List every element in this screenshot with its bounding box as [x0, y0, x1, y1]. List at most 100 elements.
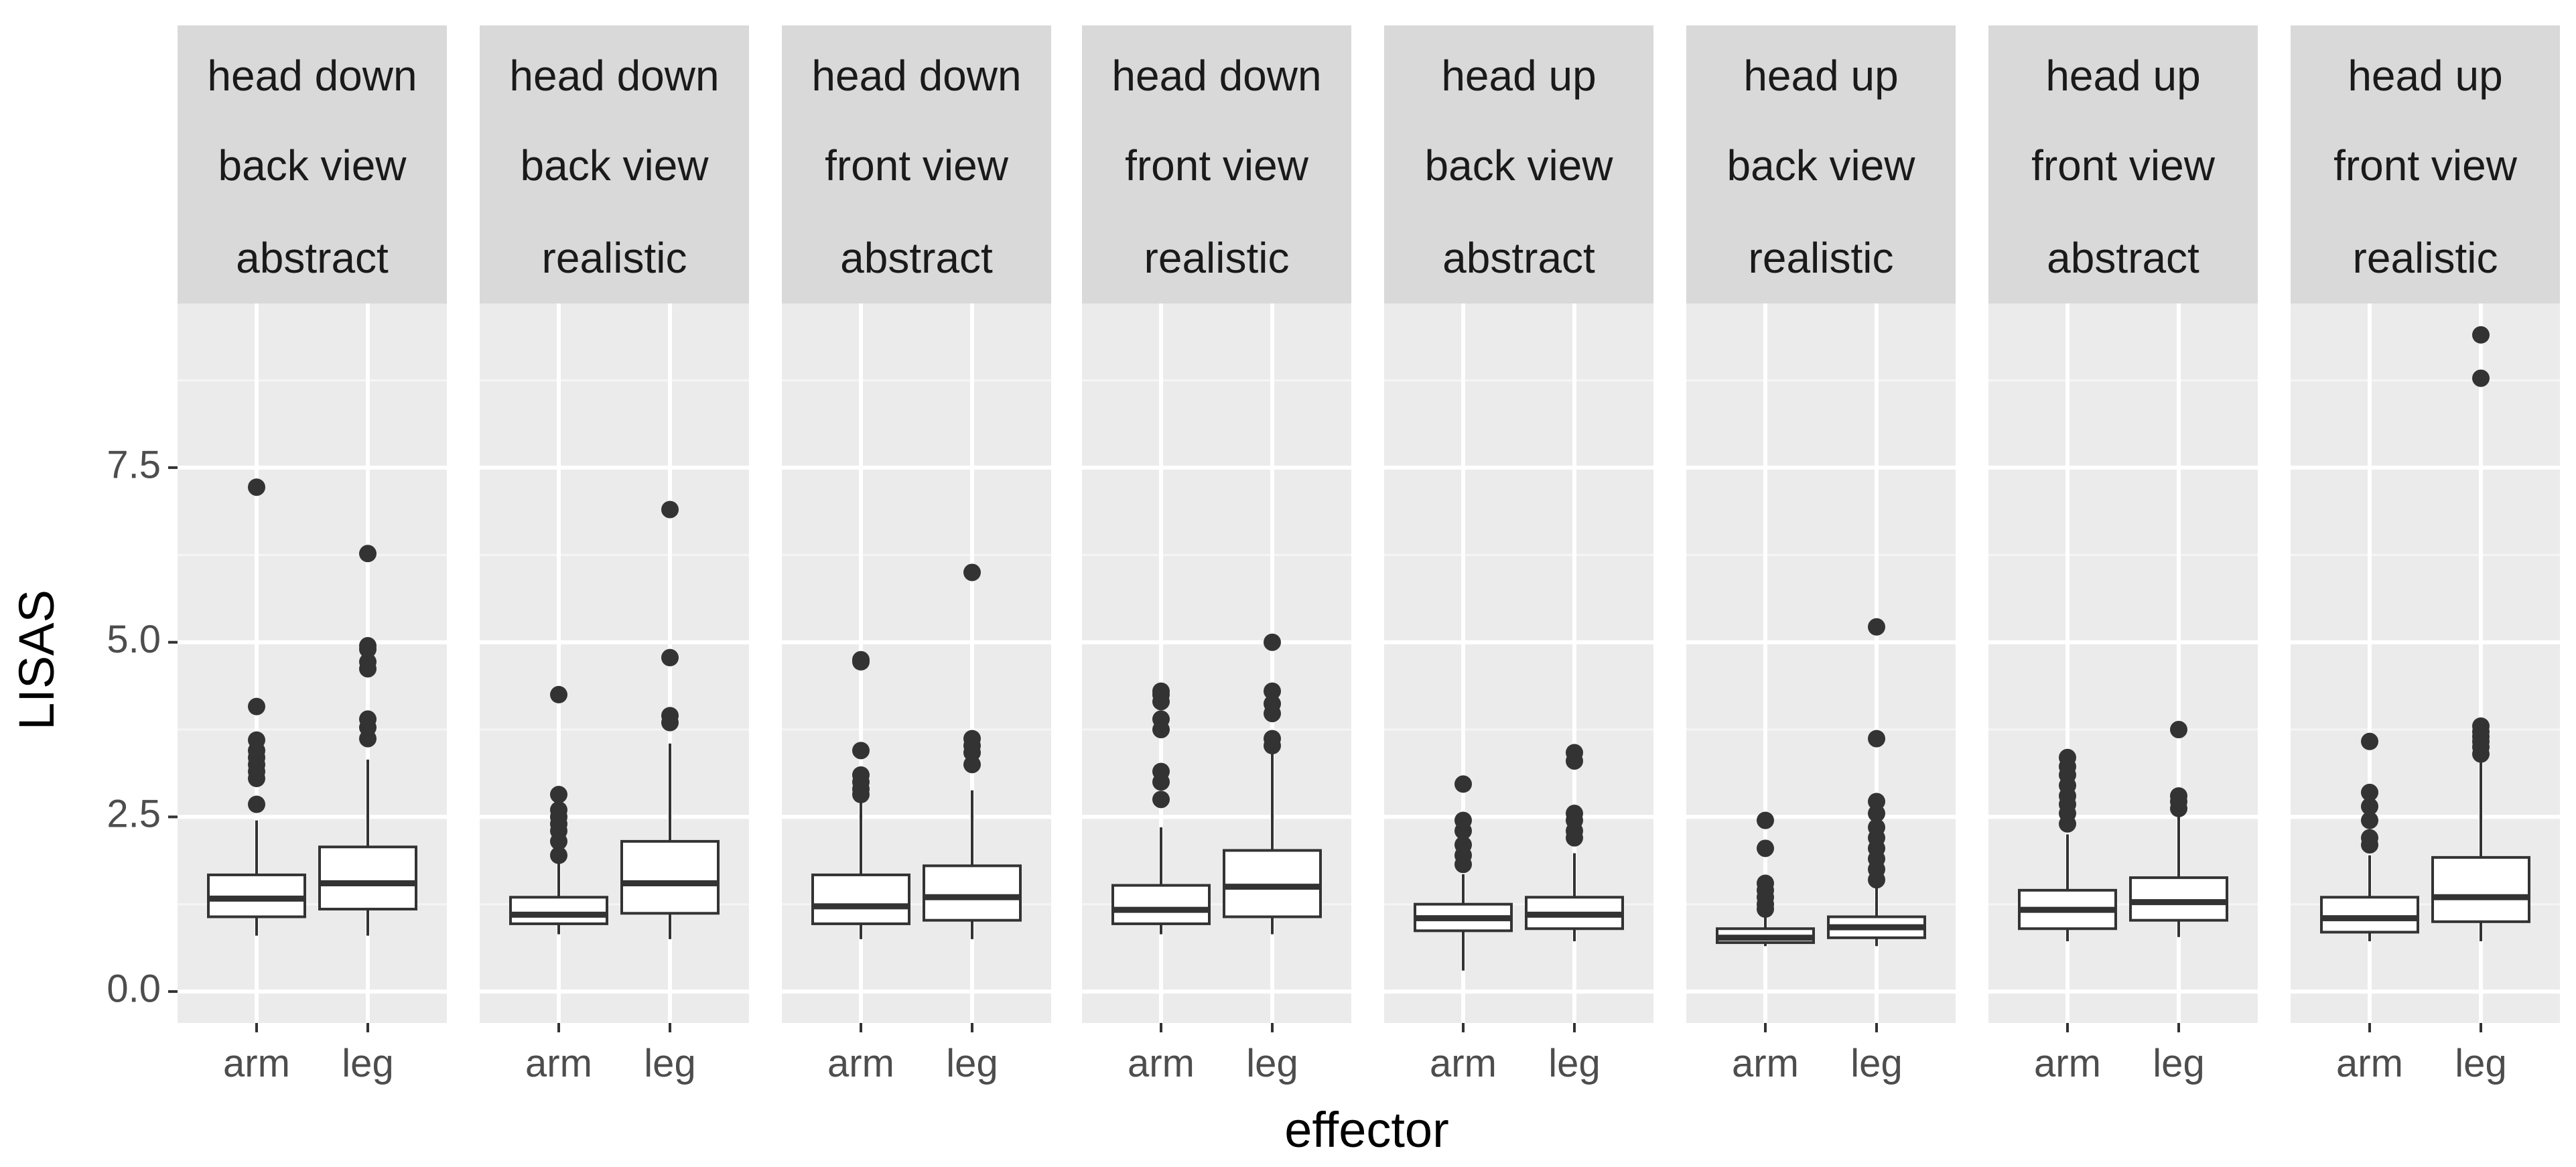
iqr-box	[2320, 896, 2419, 934]
outlier-point	[1264, 730, 1281, 748]
outlier-point	[359, 710, 377, 728]
facet-strip-label: head down	[811, 52, 1021, 100]
outlier-point	[1264, 682, 1281, 700]
facet-strip-label: front view	[2031, 141, 2216, 190]
iqr-box	[2129, 876, 2228, 922]
facet-strip-label: realistic	[2353, 234, 2498, 282]
facet-strip	[1384, 25, 1653, 303]
outlier-point	[248, 731, 265, 749]
outlier-point	[2472, 369, 2490, 387]
outlier-point	[963, 563, 981, 581]
facet-panel: head up front view realistic arm leg	[2291, 25, 2560, 1085]
y-tick-label: 5.0	[107, 618, 161, 661]
facet-strip-label: front view	[2333, 141, 2518, 190]
facet-panel: head down back view realistic arm leg	[480, 25, 749, 1085]
x-tick-label: leg	[2153, 1042, 2204, 1085]
outlier-point	[2361, 829, 2378, 847]
iqr-box	[2431, 855, 2530, 923]
facet-panel: head up back view realistic arm leg	[1686, 25, 1956, 1085]
y-tick-label: 7.5	[107, 443, 161, 486]
outlier-point	[1152, 682, 1170, 700]
outlier-point	[1454, 811, 1472, 829]
box-arm	[2320, 732, 2419, 942]
outlier-point	[661, 648, 679, 667]
facet-strip	[1988, 25, 2258, 303]
facet-strip-label: front view	[1125, 141, 1309, 190]
box-arm	[1111, 682, 1211, 935]
box-leg	[318, 545, 417, 936]
facet-strip-label: abstract	[1442, 234, 1595, 282]
x-tick-label: leg	[2455, 1042, 2506, 1085]
x-tick-label: arm	[223, 1042, 290, 1085]
x-tick-label: arm	[525, 1042, 592, 1085]
x-tick-label: leg	[644, 1042, 695, 1085]
x-tick-label: arm	[2034, 1042, 2101, 1085]
box-arm	[207, 478, 306, 936]
outlier-point	[1868, 819, 1885, 837]
outlier-point	[1757, 874, 1774, 892]
outlier-point	[2170, 721, 2187, 739]
x-tick-label: leg	[1246, 1042, 1298, 1085]
facet-strip-label: head up	[1743, 52, 1898, 100]
outlier-point	[550, 801, 567, 819]
outlier-point	[248, 697, 265, 715]
iqr-box	[509, 896, 608, 925]
facet-strip-label: abstract	[236, 234, 389, 282]
outlier-point	[2361, 783, 2378, 801]
facet-strip-label: head down	[1111, 52, 1321, 100]
y-tick-label: 0.0	[107, 967, 161, 1010]
outlier-point	[1566, 744, 1583, 762]
box-leg	[1223, 633, 1322, 935]
outlier-point	[2361, 732, 2378, 750]
facet-panel: head down front view realistic arm leg	[1082, 25, 1351, 1085]
facet-strip	[1082, 25, 1351, 303]
outlier-point	[963, 730, 981, 748]
facet-strip-label: front view	[825, 141, 1009, 190]
facet-strip	[480, 25, 749, 303]
x-tick-label: leg	[1850, 1042, 1902, 1085]
outlier-point	[2361, 797, 2378, 815]
y-axis: 0.0 2.5 5.0 7.5	[107, 443, 178, 1010]
box-arm	[509, 685, 608, 935]
box-leg	[923, 563, 1022, 939]
facet-strip-label: realistic	[542, 234, 687, 282]
outlier-point	[1454, 775, 1472, 793]
outlier-point	[1454, 836, 1472, 854]
x-tick-label: arm	[827, 1042, 894, 1085]
facet-panels: head down back view abstract arm leg head dow…	[178, 25, 2560, 1085]
facet-strip-label: abstract	[2047, 234, 2199, 282]
facet-strip-label: head down	[509, 52, 719, 100]
outlier-point	[661, 500, 679, 519]
outlier-point	[248, 795, 265, 813]
facet-strip-label: back view	[1425, 141, 1614, 190]
x-tick-label: arm	[2336, 1042, 2403, 1085]
iqr-box	[318, 845, 417, 911]
outlier-point	[1868, 730, 1885, 748]
outlier-point	[1264, 633, 1281, 651]
outlier-point	[1757, 839, 1774, 857]
outlier-point	[1152, 762, 1170, 780]
box-leg	[1525, 744, 1624, 942]
iqr-box	[620, 839, 720, 915]
outlier-point	[1566, 805, 1583, 823]
facet-strip-label: head up	[2045, 52, 2200, 100]
facet-panel: head up front view abstract arm leg	[1988, 25, 2258, 1085]
facet-strip-label: head up	[2348, 52, 2502, 100]
y-tick-label: 2.5	[107, 793, 161, 836]
facet-strip-label: realistic	[1144, 234, 1290, 282]
box-leg	[2431, 326, 2530, 942]
iqr-box	[811, 873, 910, 925]
facet-strip	[782, 25, 1051, 303]
outlier-point	[359, 653, 377, 671]
outlier-point	[248, 478, 265, 496]
box-arm	[1716, 811, 1815, 947]
outlier-point	[1152, 710, 1170, 728]
box-leg	[2129, 721, 2228, 937]
iqr-box	[923, 864, 1022, 922]
box-leg	[1827, 618, 1926, 947]
x-tick-label: arm	[1732, 1042, 1799, 1085]
outlier-point	[2170, 787, 2187, 805]
panel-background	[1686, 303, 1956, 1023]
x-axis-title: effector	[1284, 1102, 1448, 1158]
iqr-box	[1111, 884, 1211, 925]
